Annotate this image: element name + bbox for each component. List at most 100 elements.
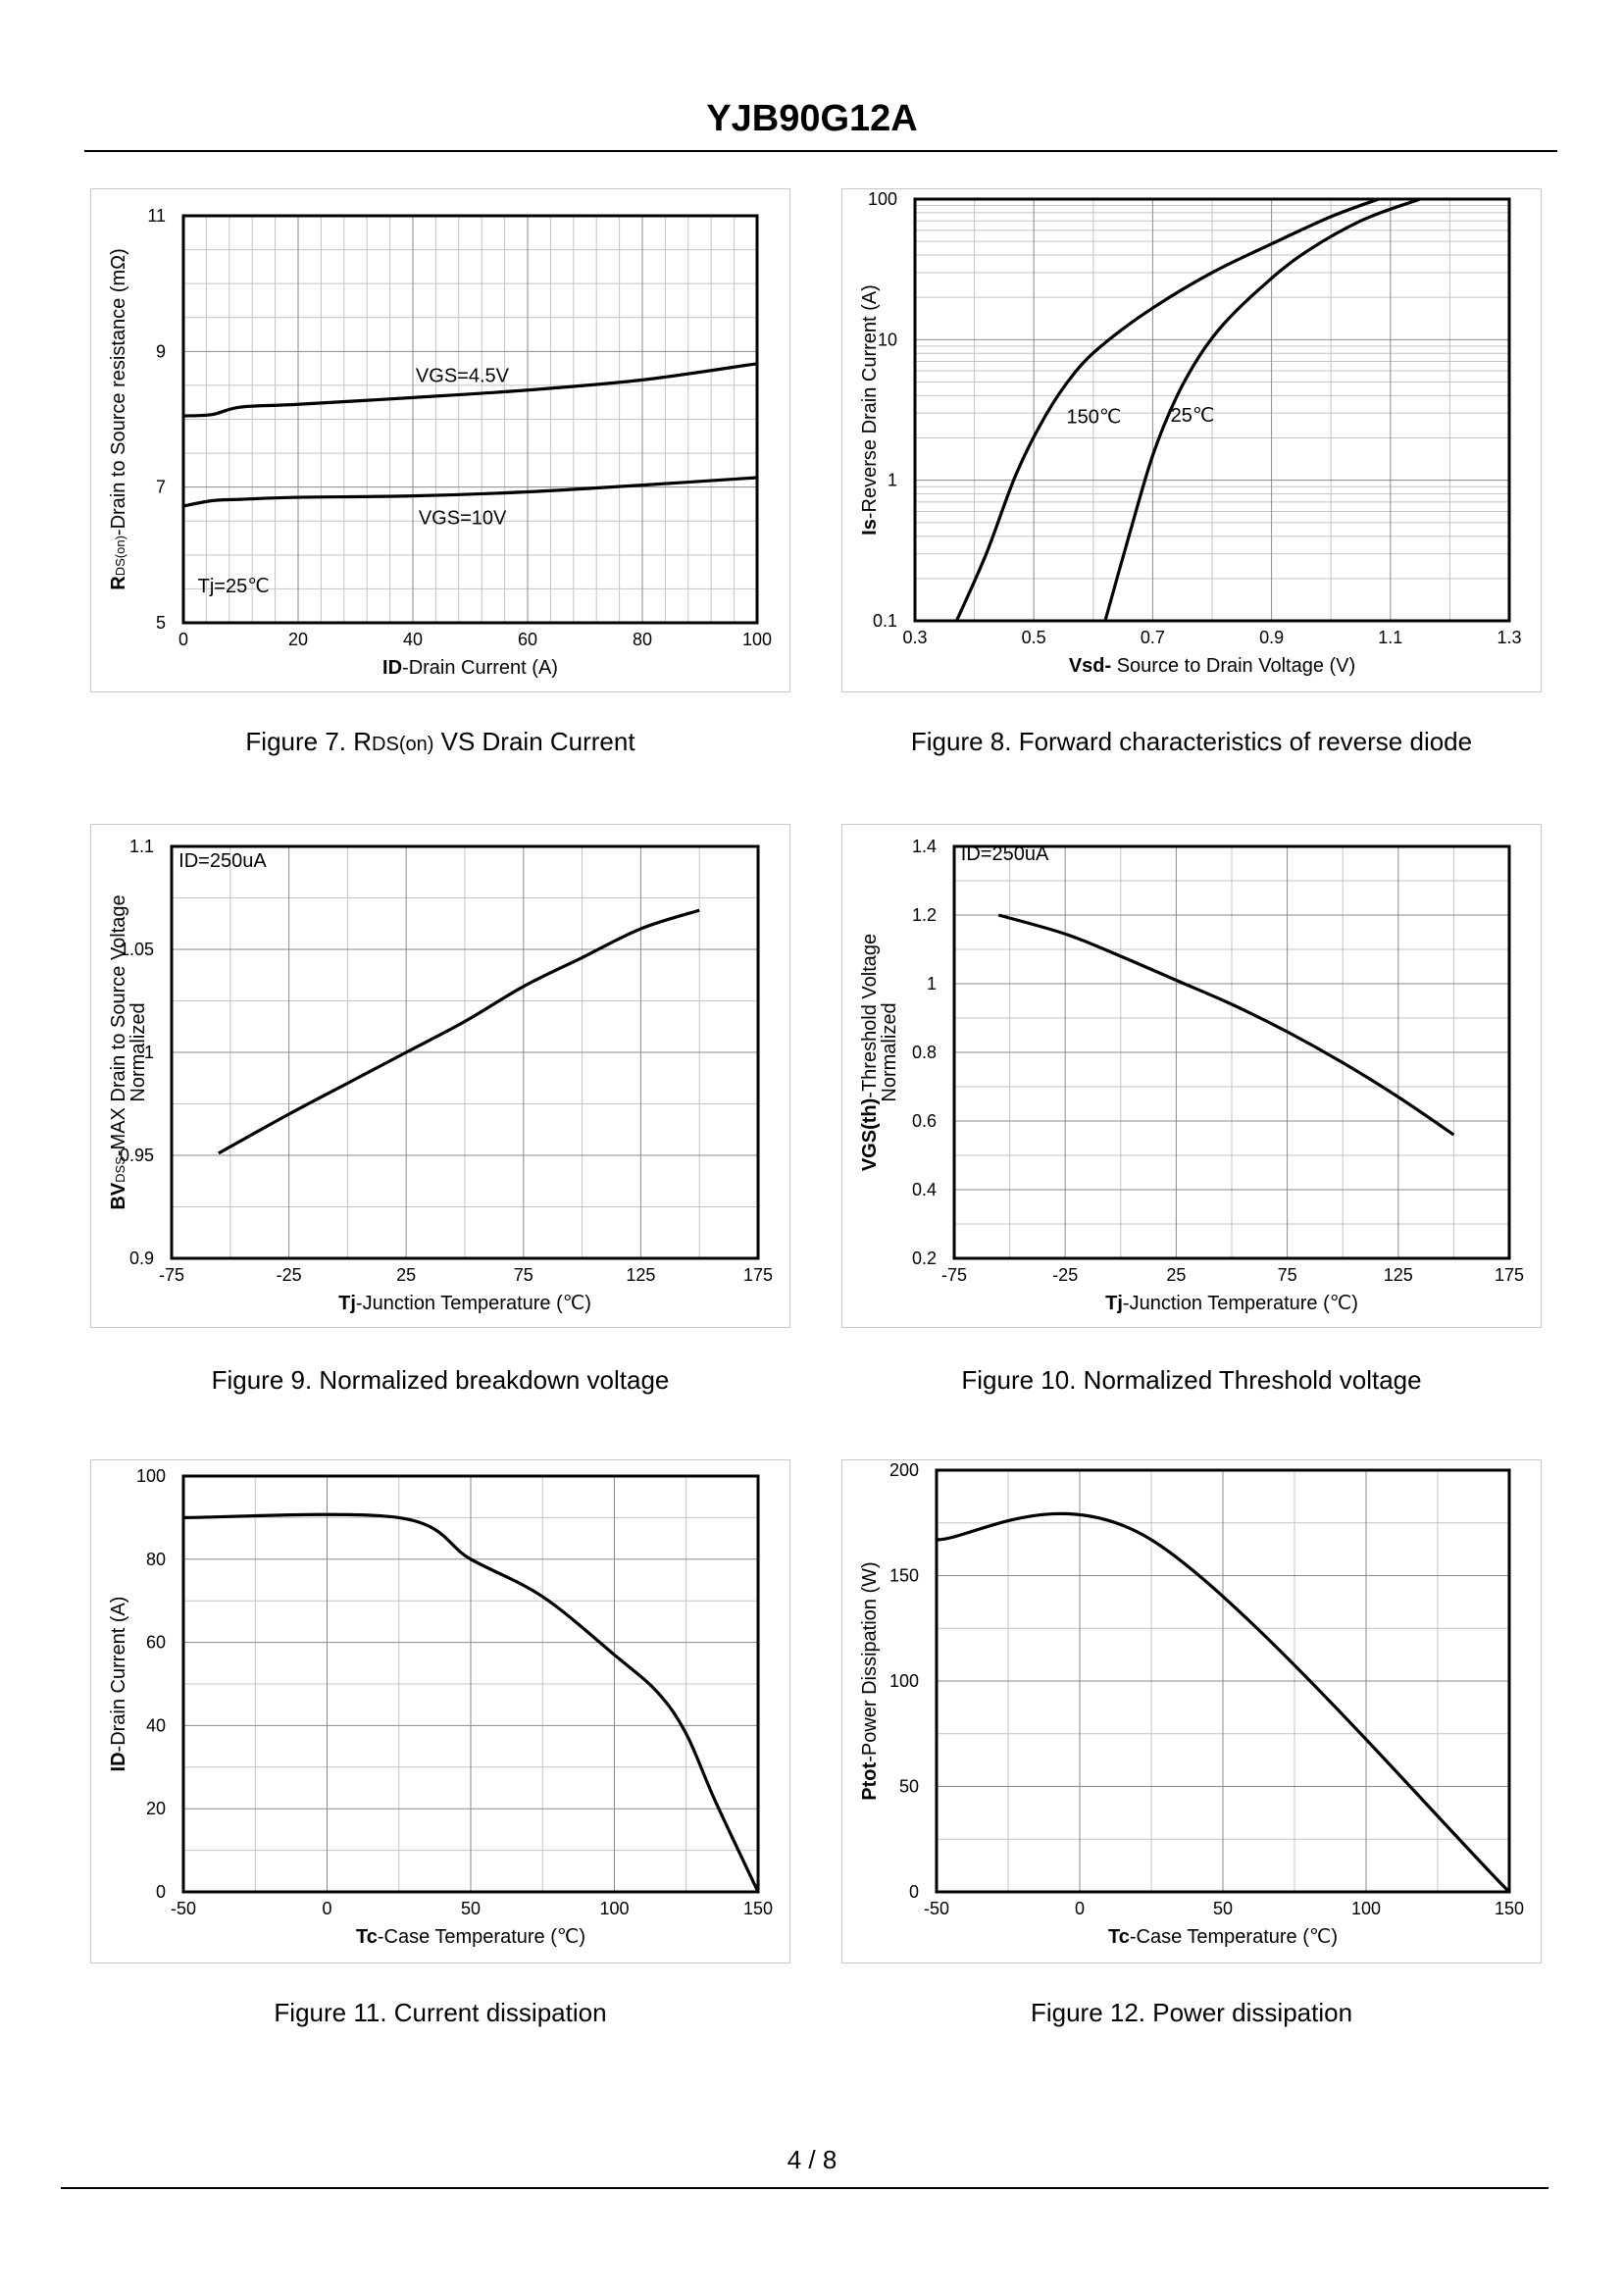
- x-tick-label: 20: [288, 630, 308, 649]
- y-tick-label: 0.1: [873, 611, 897, 631]
- y-axis-title: Is-Reverse Drain Current (A): [859, 284, 881, 535]
- x-tick-label: 175: [1495, 1265, 1524, 1285]
- chart-fig7: 0 20 40 60 80 100 5 7 9 11 ID-Drain Current (A) RDS…: [108, 206, 772, 679]
- x-tick-label: -75: [159, 1265, 184, 1285]
- y-axis-title-bold: BV: [108, 1182, 129, 1209]
- x-tick-label: 125: [1384, 1265, 1413, 1285]
- y-tick-label: 40: [146, 1715, 166, 1735]
- y-tick-label: 1.2: [912, 905, 937, 925]
- x-tick-label: 100: [742, 630, 772, 649]
- x-tick-label: 0: [178, 630, 188, 649]
- x-tick-label: 50: [1213, 1899, 1233, 1918]
- header-rule: [84, 150, 1557, 152]
- y-tick-label: 10: [878, 330, 897, 349]
- annotation-label: Tj=25℃: [198, 576, 270, 597]
- x-axis-title-bold: Tj: [338, 1293, 356, 1314]
- x-tick-label: 75: [1278, 1265, 1297, 1285]
- chart-panel-fig9: -75 -25 25 75 125 175 0.9 0.95 1 1.05 1.1 Tj-Juncti…: [90, 824, 790, 1328]
- x-tick-label: 0.9: [1259, 628, 1284, 647]
- x-tick-label: 0: [322, 1899, 331, 1918]
- series-line-0: [936, 1511, 1511, 1894]
- chart-fig8: 0.3 0.5 0.7 0.9 1.1 1.3 0.1 1 10 100 Vsd- Source t…: [859, 189, 1522, 677]
- x-axis-title: Tc-Case Temperature (℃): [1108, 1926, 1338, 1948]
- grid: [953, 845, 1510, 1259]
- chart-panel-fig10: -75 -25 25 75 125 175 0.2 0.4 0.6 0.8 1 1.2 1.4 Tj-Ju…: [841, 824, 1542, 1328]
- x-axis-title-bold: Tc: [1108, 1926, 1130, 1948]
- annotation-label: 25℃: [1171, 405, 1215, 427]
- y-axis-title-bold: Ptot: [859, 1761, 881, 1800]
- y-axis-title: Ptot-Power Dissipation (W): [859, 1561, 881, 1800]
- grid: [171, 845, 759, 1259]
- series-line-0: [997, 913, 1455, 1137]
- annotation-label: ID=250uA: [961, 843, 1049, 865]
- y-tick-label: 0: [156, 1882, 166, 1902]
- y-tick-label: 1.1: [129, 837, 154, 856]
- x-tick-label: 60: [518, 630, 537, 649]
- y-axis-title: ID-Drain Current (A): [108, 1597, 129, 1772]
- x-tick-label: 0.7: [1141, 628, 1165, 647]
- y-axis-title-bold: VGS(th): [859, 1098, 881, 1171]
- series-line-0: [182, 362, 758, 418]
- y-tick-label: 0.8: [912, 1043, 937, 1062]
- y-tick-label: 1: [927, 974, 937, 994]
- y-tick-label: 1.05: [120, 940, 154, 959]
- x-tick-label: -50: [924, 1899, 949, 1918]
- x-tick-label: 25: [396, 1265, 416, 1285]
- y-tick-label: 0.95: [120, 1146, 154, 1165]
- chart-fig11: -50 0 50 100 150 0 20 40 60 80 100 Tc-Case Temperat…: [108, 1466, 773, 1948]
- y-tick-label: 1: [144, 1043, 154, 1062]
- y-tick-label: 0.4: [912, 1180, 937, 1199]
- y-axis-title-line2: Normalized: [879, 1002, 900, 1101]
- footer-rule: [61, 2187, 1548, 2189]
- caption-fig9: Figure 9. Normalized breakdown voltage: [211, 1365, 670, 1395]
- plot-frame: [181, 1474, 760, 1894]
- y-tick-label: 100: [136, 1466, 166, 1486]
- x-tick-label: 1.1: [1378, 628, 1402, 647]
- x-tick-label: 150: [1495, 1899, 1524, 1918]
- grid: [182, 1475, 759, 1893]
- y-tick-label: 0.6: [912, 1111, 937, 1131]
- caption-fig11: Figure 11. Current dissipation: [274, 1998, 607, 2027]
- x-tick-label: 1.3: [1497, 628, 1521, 647]
- y-axis-title-text: -Reverse Drain Current (A): [859, 284, 881, 519]
- chart-fig10: -75 -25 25 75 125 175 0.2 0.4 0.6 0.8 1 1.2 1.4 Tj-Ju…: [859, 837, 1524, 1314]
- x-axis-title-text: Source to Drain Voltage (V): [1111, 655, 1355, 677]
- y-tick-label: 9: [156, 341, 166, 361]
- plot-frame: [181, 214, 759, 625]
- x-tick-label: 40: [403, 630, 423, 649]
- x-axis-title-text: -Drain Current (A): [402, 657, 558, 679]
- x-tick-label: -50: [171, 1899, 196, 1918]
- y-axis-title-sub: DS(on): [113, 535, 127, 576]
- caption-fig10: Figure 10. Normalized Threshold voltage: [961, 1365, 1422, 1395]
- chart-panel-fig8: 0.3 0.5 0.7 0.9 1.1 1.3 0.1 1 10 100 Vsd- Source t…: [841, 188, 1542, 692]
- y-tick-label: 20: [146, 1799, 166, 1818]
- x-tick-label: 125: [626, 1265, 655, 1285]
- y-tick-label: 5: [156, 613, 166, 633]
- chart-panel-fig7: 0 20 40 60 80 100 5 7 9 11 ID-Drain Current (A) RDS…: [90, 188, 790, 692]
- y-axis-title-text: -MAX Drain to Source Voltage: [108, 894, 129, 1156]
- plot-frame: [952, 844, 1511, 1260]
- y-axis-title: BVDSS-MAX Drain to Source Voltage: [108, 894, 129, 1209]
- y-tick-label: 11: [147, 206, 166, 226]
- x-tick-label: -25: [1052, 1265, 1078, 1285]
- x-tick-label: 25: [1166, 1265, 1186, 1285]
- x-tick-label: 50: [461, 1899, 481, 1918]
- caption-fig7-suffix: VS Drain Current: [433, 727, 635, 756]
- x-tick-label: 150: [743, 1899, 773, 1918]
- plot-frame: [913, 197, 1511, 623]
- y-tick-label: 0: [909, 1882, 919, 1902]
- y-axis-title: VGS(th)-Threshold Voltage: [859, 934, 881, 1171]
- x-axis-title: Tj-Junction Temperature (℃): [338, 1293, 591, 1314]
- x-axis-title-text: -Case Temperature (℃): [1130, 1926, 1338, 1948]
- y-tick-label: 150: [889, 1566, 919, 1586]
- annotation-label: VGS=4.5V: [416, 365, 510, 386]
- caption-fig7-sub: DS(on): [372, 734, 434, 755]
- series-line-0: [218, 908, 700, 1155]
- x-axis-title: Vsd- Source to Drain Voltage (V): [1069, 655, 1355, 677]
- grid: [182, 215, 758, 624]
- x-tick-label: 0.3: [902, 628, 927, 647]
- x-axis-title: ID-Drain Current (A): [382, 657, 558, 679]
- caption-fig8: Figure 8. Forward characteristics of rev…: [910, 727, 1473, 756]
- chart-fig9: -75 -25 25 75 125 175 0.9 0.95 1 1.05 1.1 Tj-Juncti…: [108, 837, 773, 1314]
- x-axis-title-bold: Vsd-: [1069, 655, 1111, 677]
